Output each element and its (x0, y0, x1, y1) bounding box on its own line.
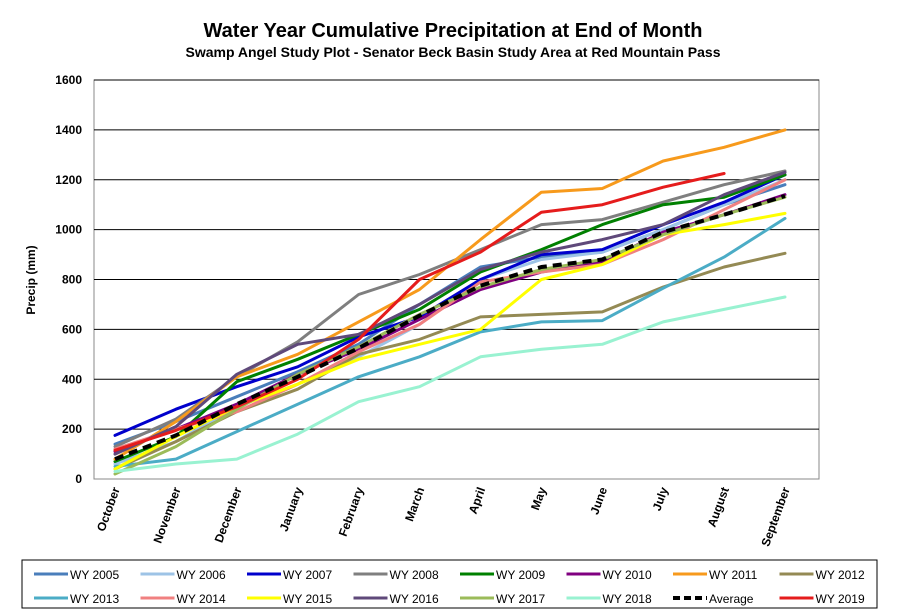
y-tick-label: 400 (62, 372, 82, 386)
legend-label-wy-2008: WY 2008 (390, 568, 439, 582)
x-tick-label: March (402, 485, 427, 523)
series-line-wy-2016 (113, 170, 787, 456)
x-tick-label: November (151, 485, 184, 545)
legend-label-wy-2009: WY 2009 (496, 568, 545, 582)
legend-label-wy-2011: WY 2011 (709, 568, 758, 582)
series-group (113, 128, 787, 476)
legend-label-wy-2017: WY 2017 (496, 592, 545, 606)
chart-title: Water Year Cumulative Precipitation at E… (204, 20, 703, 42)
legend: WY 2005 WY 2006 WY 2007 WY 2008 WY 2009 WY 20… (34, 568, 865, 606)
legend-label-wy-2014: WY 2014 (177, 592, 226, 606)
legend-box (21, 559, 878, 609)
series-line-wy-2017 (113, 195, 787, 476)
x-tick-label: October (94, 485, 123, 533)
gridlines (94, 79, 819, 430)
x-tick-label: August (705, 485, 732, 529)
legend-label-wy-2016: WY 2016 (390, 592, 439, 606)
legend-label-wy-2005: WY 2005 (70, 568, 119, 582)
x-tick-label: May (528, 485, 549, 512)
series-line-wy-2015 (113, 211, 787, 471)
legend-label-wy-2018: WY 2018 (603, 592, 652, 606)
legend-label-wy-2010: WY 2010 (603, 568, 652, 582)
x-tick-label: June (587, 485, 610, 516)
y-tick-label: 1600 (55, 73, 82, 87)
legend-label-wy-2012: WY 2012 (816, 568, 865, 582)
x-tick-label: January (277, 485, 306, 533)
legend-label-wy-2007: WY 2007 (283, 568, 332, 582)
y-tick-label: 600 (62, 322, 82, 336)
y-tick-label: 0 (75, 472, 82, 486)
legend-label-wy-2019: WY 2019 (816, 592, 865, 606)
legend-label-wy-2013: WY 2013 (70, 592, 119, 606)
x-tick-label: February (336, 485, 367, 538)
x-tick-label: April (466, 485, 489, 515)
y-tick-label: 1400 (55, 123, 82, 137)
y-tick-label: 200 (62, 422, 82, 436)
series-line-wy-2005 (113, 183, 787, 446)
x-tick-label: September (758, 485, 792, 548)
series-line-wy-2009 (113, 173, 787, 463)
y-axis-label: Precip (mm) (24, 245, 38, 314)
y-axis: 0 200 400 600 800 1000 1200 1400 1600 (55, 73, 82, 486)
x-tick-label: July (650, 485, 671, 513)
series-line-wy-2013 (113, 216, 787, 468)
chart-subtitle: Swamp Angel Study Plot - Senator Beck Ba… (186, 44, 721, 60)
x-axis: October November December January February Ma… (94, 485, 793, 548)
y-tick-label: 800 (62, 273, 82, 287)
y-tick-label: 1000 (55, 223, 82, 237)
legend-label-wy-2006: WY 2006 (177, 568, 226, 582)
legend-label-average: Average (709, 592, 754, 606)
x-tick-label: December (212, 485, 245, 545)
legend-label-wy-2015: WY 2015 (283, 592, 332, 606)
y-tick-label: 1200 (55, 173, 82, 187)
series-line-wy-2018 (113, 295, 787, 473)
series-line-average (114, 194, 786, 461)
